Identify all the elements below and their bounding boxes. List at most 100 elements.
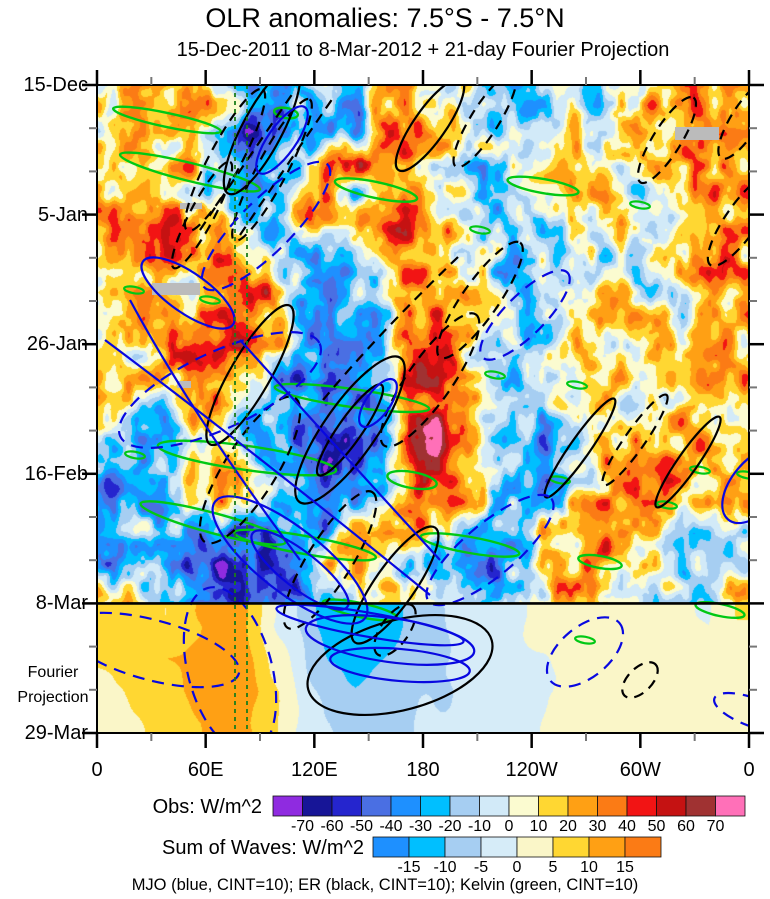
y-tick-label: 29-Mar [24,722,88,744]
mjo-contour-dashed [97,611,241,689]
colorbar-segment [588,836,626,858]
colorbar-segment [516,836,554,858]
er-wave-contour-dashed [183,87,267,233]
kelvin-wave-contour-small [124,450,146,460]
colorbar-tick-label: 10 [529,818,548,835]
waves-colorbar [372,836,662,858]
colorbar-segment [626,795,657,817]
colorbar-segment [552,836,590,858]
mjo-contour-dashed [479,269,571,361]
er-wave-contour-line [322,256,459,401]
colorbar-tick-label: -50 [349,818,374,835]
colorbar-tick-label: 60 [677,818,695,835]
x-tick-label: 120W [505,759,558,781]
obs-colorbar [272,795,746,817]
y-tick-label: 16-Feb [24,462,88,485]
er-wave-contour-dashed [373,603,417,657]
colorbar-segment [361,795,392,817]
chart-title: OLR anomalies: 7.5°S - 7.5°N [205,3,565,33]
x-tick-label: 60W [619,759,661,781]
mjo-contour [255,105,309,175]
colorbar-segment [624,836,662,858]
er-wave-contour-dashed [621,661,659,699]
missing-data-bar [177,381,191,388]
colorbar-tick-label: -40 [379,818,403,835]
kelvin-wave-contour-small [199,295,221,305]
er-wave-contour-dashed [601,393,669,487]
mjo-contour [140,256,236,330]
colorbar-segment [508,795,539,817]
kelvin-wave-contour-small [123,285,145,295]
er-wave-contour-dashed [198,395,302,545]
colorbar-segment [685,795,716,817]
er-wave-contour [394,85,466,173]
colorbar-segment [272,795,303,817]
mjo-contour [721,445,749,525]
colorbar-segment [444,836,482,858]
colorbar-tick-label: 70 [706,818,725,835]
colorbar-segment [656,795,687,817]
mjo-contour [329,646,471,684]
er-wave-contour [654,415,722,509]
mjo-contour-line [104,339,431,596]
kelvin-wave-contour-small [574,635,596,645]
er-wave-contour-dashed [636,95,698,185]
er-wave-contour [315,383,385,477]
colorbar-tick-label: -20 [438,818,462,835]
y-tick-label: 5-Jan [37,203,88,226]
er-wave-contour [350,525,440,645]
er-wave-contour [205,303,295,447]
colorbar-tick-label: -15 [397,859,421,876]
colorbar-tick-label: -5 [473,859,489,876]
colorbar-segment [479,795,510,817]
axes-frame [82,70,764,748]
kelvin-wave-contour [118,151,262,193]
colorbar-segment [449,795,480,817]
y-tick-label: 26-Jan [26,333,88,356]
waves-colorbar-label: Sum of Waves: W/m^2 [161,837,364,859]
obs-colorbar-label: Obs: W/m^2 [152,796,262,818]
mjo-contour-line [129,299,301,561]
kelvin-wave-contour [386,469,438,491]
mjo-contour-dashed [545,616,625,688]
colorbar-segment [538,795,569,817]
colorbar-tick-label: -60 [320,818,344,835]
er-wave-contour-dashed [231,97,313,243]
kelvin-wave-contour [156,439,338,477]
colorbar-tick-label: 5 [548,859,558,876]
colorbar-tick-label: -70 [290,818,315,835]
kelvin-wave-contour [506,175,580,197]
missing-data-bar [152,283,200,295]
kelvin-wave-contour [419,532,521,558]
wave-contour-overlay [97,85,749,733]
chart-subtitle: 15-Dec-2011 to 8-Mar-2012 + 21-day Fouri… [176,39,670,61]
contour-legend-caption: MJO (blue, CINT=10); ER (black, CINT=10)… [131,876,639,894]
mjo-contour [358,377,398,429]
kelvin-wave-contour-small [469,225,491,235]
x-tick-label: 120E [290,759,338,781]
mjo-contour [250,529,350,611]
kelvin-wave-contour [272,106,300,120]
mjo-contour [275,603,465,647]
kelvin-wave-contour [333,177,419,203]
er-wave-contour [306,613,494,717]
colorbar-segment [567,795,598,817]
colorbar-segment [302,795,333,817]
kelvin-wave-contour-small [629,200,651,210]
kelvin-wave-contour [232,528,378,562]
er-wave-contour-dashed [706,172,749,268]
colorbar-tick-label: 40 [618,818,636,835]
plot-frame [96,84,750,734]
colorbar-tick-label: 15 [616,859,634,876]
mjo-contour-line [239,339,441,561]
kelvin-wave-contour-small [689,465,711,475]
colorbar-tick-label: 0 [504,818,514,835]
mjo-contour [211,495,369,625]
colorbar-tick-label: 20 [559,818,577,835]
colorbar-tick-label: 0 [512,859,522,876]
er-wave-contour-dashed [379,312,481,448]
kelvin-wave-contour-small [736,470,749,480]
fourier-label-line1: Fourier [27,664,79,681]
colorbar-tick-label: -10 [433,859,457,876]
